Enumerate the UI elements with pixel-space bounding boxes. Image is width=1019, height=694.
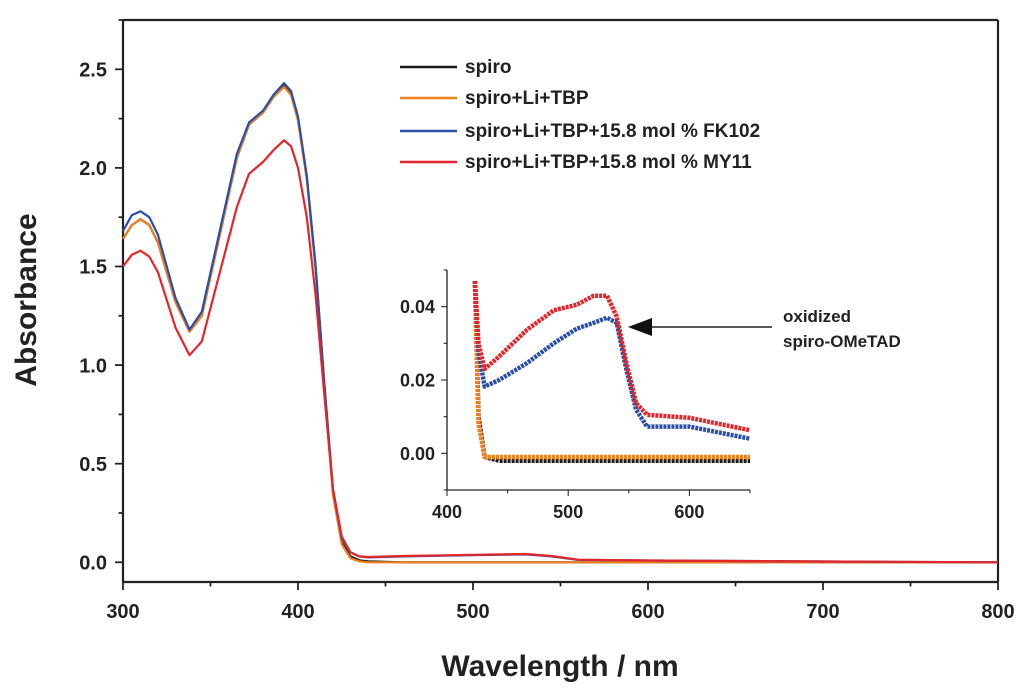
y-tick-label: 0.02	[400, 370, 435, 390]
x-tick-label: 400	[432, 502, 462, 522]
y-tick-label: 0.0	[79, 552, 107, 574]
y-tick-label: 1.5	[79, 257, 107, 279]
y-tick-label: 0.5	[79, 454, 107, 476]
legend-label-0: spiro	[465, 57, 511, 78]
y-tick-label: 2.5	[79, 59, 107, 81]
legend-label-1: spiro+Li+TBP	[465, 88, 589, 109]
series-line-3	[472, 280, 751, 433]
annotation-line-2: spiro-OMeTAD	[783, 332, 901, 351]
y-axis-label: Absorbance	[10, 213, 43, 386]
legend: spiro spiro+Li+TBP spiro+Li+TBP+15.8 mol %…	[400, 57, 760, 173]
x-tick-label: 500	[553, 502, 583, 522]
annotation-arrow-head	[628, 318, 652, 336]
series-line-1	[472, 280, 750, 460]
annotation-line-1: oxidized	[783, 307, 851, 326]
legend-label-2: spiro+Li+TBP+15.8 mol % FK102	[465, 121, 760, 142]
y-tick-label: 2.0	[79, 158, 107, 180]
main-plot: 300 400 500 600 700 800 0.0 0.5 1.0 1.5 2.0 2.5	[79, 18, 1015, 623]
x-tick-label: 700	[806, 601, 839, 623]
x-tick-label: 500	[456, 601, 489, 623]
x-tick-label: 600	[674, 502, 704, 522]
y-tick-label: 0.00	[400, 444, 435, 464]
y-tick-label: 0.04	[400, 297, 435, 317]
inset-plot: 400 500 600 0.00 0.02 0.04	[400, 269, 751, 522]
x-tick-label: 400	[281, 601, 314, 623]
x-tick-label: 600	[631, 601, 664, 623]
x-axis-label: Wavelength / nm	[441, 650, 678, 683]
y-tick-label: 1.0	[79, 355, 107, 377]
series-line-2	[472, 280, 751, 441]
x-tick-label: 300	[106, 601, 139, 623]
legend-label-3: spiro+Li+TBP+15.8 mol % MY11	[465, 152, 752, 173]
series-line-3	[122, 139, 999, 564]
x-tick-label: 800	[981, 601, 1014, 623]
